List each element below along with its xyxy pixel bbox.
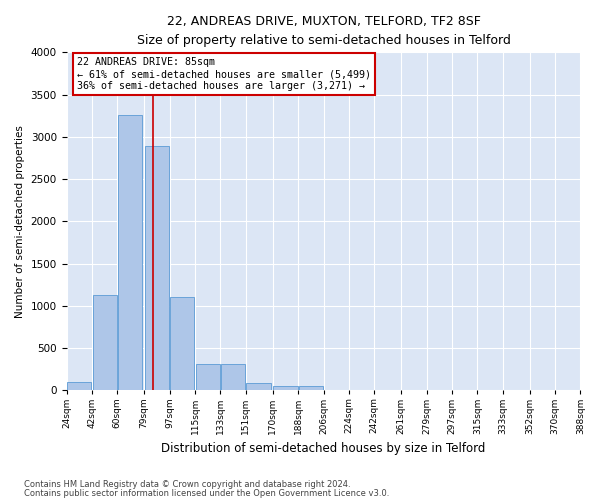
Text: 22 ANDREAS DRIVE: 85sqm
← 61% of semi-detached houses are smaller (5,499)
36% of: 22 ANDREAS DRIVE: 85sqm ← 61% of semi-de… — [77, 58, 371, 90]
Bar — [92, 295, 117, 390]
Title: 22, ANDREAS DRIVE, MUXTON, TELFORD, TF2 8SF
Size of property relative to semi-de: 22, ANDREAS DRIVE, MUXTON, TELFORD, TF2 … — [137, 15, 511, 47]
Bar — [247, 382, 271, 390]
Bar — [196, 364, 220, 390]
Bar — [145, 146, 169, 390]
Bar — [221, 364, 245, 390]
Bar — [67, 382, 91, 390]
Bar — [170, 298, 194, 390]
Bar — [118, 115, 142, 390]
X-axis label: Distribution of semi-detached houses by size in Telford: Distribution of semi-detached houses by … — [161, 442, 486, 455]
Y-axis label: Number of semi-detached properties: Number of semi-detached properties — [15, 125, 25, 318]
Text: Contains HM Land Registry data © Crown copyright and database right 2024.: Contains HM Land Registry data © Crown c… — [24, 480, 350, 489]
Bar — [299, 386, 323, 390]
Bar — [273, 386, 298, 390]
Text: Contains public sector information licensed under the Open Government Licence v3: Contains public sector information licen… — [24, 489, 389, 498]
